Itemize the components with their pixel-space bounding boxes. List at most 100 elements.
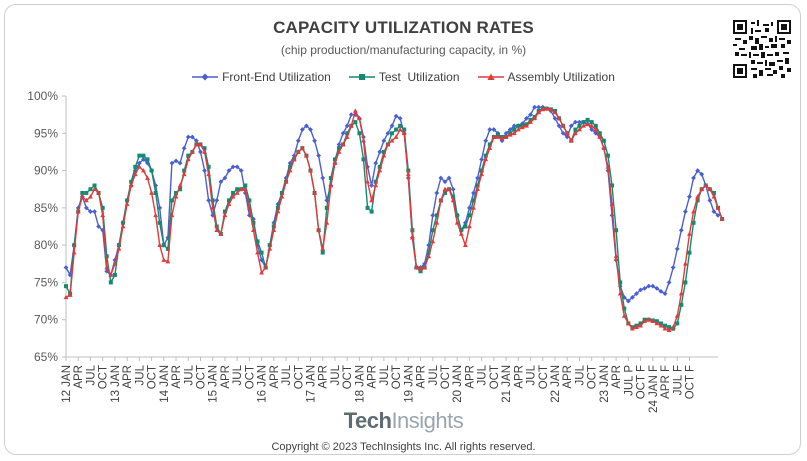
- legend-label-front-end: Front-End Utilization: [222, 70, 331, 84]
- x-tick-label: 18 JAN: [354, 365, 366, 403]
- data-point: [430, 238, 436, 244]
- data-point: [442, 186, 448, 192]
- x-tick-label: APR: [562, 365, 574, 389]
- data-point: [332, 157, 337, 162]
- x-tick-label: OCT: [440, 365, 452, 389]
- data-point: [662, 326, 668, 331]
- data-point: [593, 126, 599, 132]
- data-point: [438, 175, 444, 181]
- data-point: [630, 326, 635, 331]
- data-point: [344, 123, 350, 129]
- data-point: [487, 127, 493, 132]
- x-tick-label: 16 JAN: [257, 365, 269, 403]
- data-point: [450, 197, 456, 203]
- data-point: [96, 190, 101, 195]
- data-point: [92, 186, 97, 192]
- data-point: [711, 190, 716, 195]
- data-point: [471, 205, 476, 210]
- data-point: [324, 220, 330, 225]
- data-point: [577, 119, 582, 125]
- data-point: [295, 149, 301, 154]
- series-line: [65, 106, 719, 302]
- y-tick-label: 65%: [34, 350, 58, 364]
- data-point: [402, 127, 407, 132]
- data-point: [116, 246, 122, 251]
- data-point: [467, 223, 472, 229]
- x-tick-label: 24 JAN F: [648, 365, 660, 413]
- data-point: [181, 171, 187, 177]
- data-point: [112, 272, 117, 277]
- data-point: [149, 190, 154, 195]
- data-point: [691, 175, 696, 181]
- data-point: [218, 231, 224, 236]
- data-point: [230, 164, 236, 170]
- data-point: [617, 291, 623, 296]
- data-point: [528, 112, 533, 118]
- data-point: [503, 130, 509, 136]
- data-point: [613, 253, 619, 259]
- data-point: [369, 183, 375, 188]
- data-point: [328, 176, 333, 181]
- legend-marker-assembly: [477, 73, 504, 80]
- data-point: [483, 138, 489, 144]
- data-point: [438, 197, 444, 203]
- data-point: [210, 212, 216, 218]
- data-point: [71, 250, 77, 255]
- data-point: [642, 318, 648, 324]
- data-point: [83, 205, 89, 211]
- data-point: [169, 198, 174, 203]
- data-point: [585, 121, 590, 127]
- data-point: [397, 126, 403, 132]
- data-point: [544, 106, 550, 111]
- x-tick-label: 15 JAN: [208, 365, 220, 403]
- data-point: [255, 250, 260, 255]
- data-point: [259, 250, 264, 255]
- data-point: [548, 106, 554, 112]
- data-point: [129, 179, 134, 184]
- x-tick-label: 14 JAN: [159, 365, 171, 403]
- x-axis: 12 JAN APR JUL OCT 13 JAN APR JUL OCT 14 JAN APR J…: [61, 356, 718, 413]
- data-point: [540, 106, 546, 112]
- data-point: [246, 205, 252, 210]
- data-point: [287, 160, 293, 166]
- legend-marker-front-end: [192, 73, 219, 81]
- data-point: [287, 167, 293, 173]
- data-point: [495, 134, 501, 139]
- x-tick-label: APR: [73, 365, 85, 389]
- data-point: [516, 123, 521, 128]
- data-point: [483, 156, 489, 162]
- data-point: [120, 223, 126, 229]
- x-tick-label: APR: [269, 365, 281, 389]
- data-point: [67, 292, 73, 297]
- data-point: [434, 220, 440, 225]
- x-tick-label: JUL: [574, 364, 586, 385]
- data-point: [169, 212, 175, 218]
- x-tick-label: JUL: [232, 364, 244, 385]
- x-tick-label: 20 JAN: [452, 365, 464, 403]
- data-point: [511, 130, 517, 136]
- data-point: [96, 224, 101, 229]
- data-point: [177, 160, 183, 166]
- data-point: [365, 205, 370, 210]
- data-point: [393, 134, 399, 139]
- y-tick-label: 90%: [34, 164, 58, 178]
- data-point: [255, 239, 260, 244]
- data-point: [243, 183, 248, 188]
- data-point: [328, 182, 334, 188]
- x-tick-label: APR: [122, 365, 134, 389]
- data-point: [288, 164, 293, 169]
- data-point: [381, 153, 387, 158]
- data-point: [560, 123, 566, 128]
- x-tick-label: JUL: [85, 364, 97, 385]
- data-point: [63, 294, 69, 300]
- x-tick-label: OCT F: [636, 365, 648, 399]
- data-point: [524, 115, 529, 121]
- x-tick-label: JUL: [379, 364, 391, 385]
- chart-frame: [4, 4, 801, 455]
- data-point: [687, 231, 692, 236]
- data-point: [458, 231, 464, 236]
- data-point: [238, 168, 244, 173]
- data-point: [79, 194, 85, 199]
- data-point: [344, 134, 350, 139]
